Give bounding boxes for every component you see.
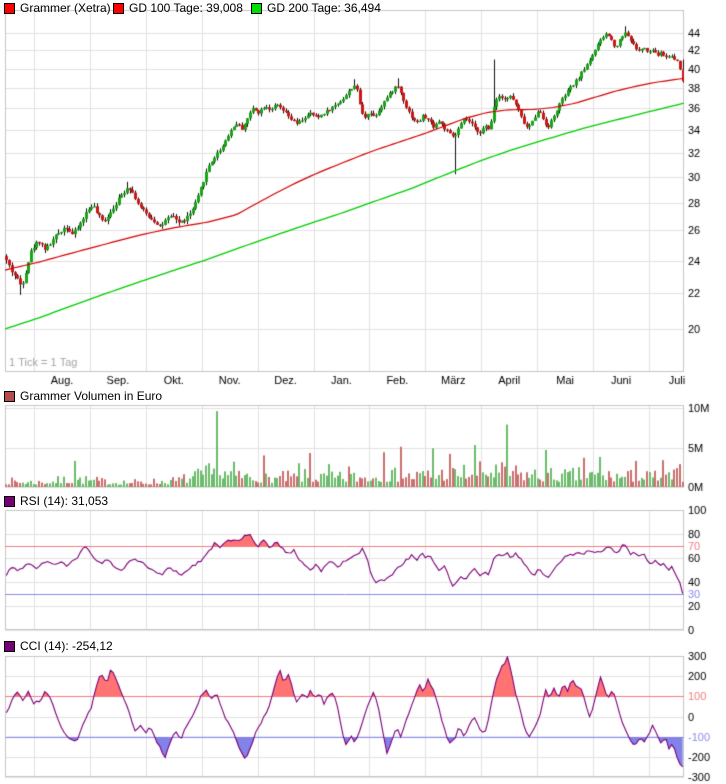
gd100-series-label: GD 100 Tage: 39,008	[129, 1, 243, 15]
legend-item-rsi: RSI (14): 31,053	[4, 495, 108, 508]
cci-series-swatch-icon	[4, 641, 15, 652]
legend-item-cci: CCI (14): -254,12	[4, 640, 113, 653]
cci-series-label: CCI (14): -254,12	[20, 639, 113, 653]
price-legend: Grammer (Xetra) GD 100 Tage: 39,008 GD 2…	[0, 2, 726, 15]
gd200-series-swatch-icon	[251, 3, 262, 14]
gd200-series-label: GD 200 Tage: 36,494	[267, 1, 381, 15]
rsi-series-label: RSI (14): 31,053	[20, 494, 109, 508]
gd100-series-swatch-icon	[113, 3, 124, 14]
grammer-series-label: Grammer (Xetra)	[20, 1, 111, 15]
rsi-series-swatch-icon	[4, 496, 15, 507]
volume-legend: Grammer Volumen in Euro	[0, 390, 726, 403]
volume-series-swatch-icon	[4, 391, 15, 402]
grammer-series-swatch-icon	[4, 3, 15, 14]
legend-item-gd200: GD 200 Tage: 36,494	[251, 2, 381, 15]
cci-legend: CCI (14): -254,12	[0, 640, 726, 653]
legend-item-volume: Grammer Volumen in Euro	[4, 390, 162, 403]
legend-item-gd100: GD 100 Tage: 39,008	[113, 2, 243, 15]
volume-series-label: Grammer Volumen in Euro	[20, 389, 163, 403]
legend-item-grammer: Grammer (Xetra)	[4, 2, 111, 15]
rsi-legend: RSI (14): 31,053	[0, 495, 726, 508]
